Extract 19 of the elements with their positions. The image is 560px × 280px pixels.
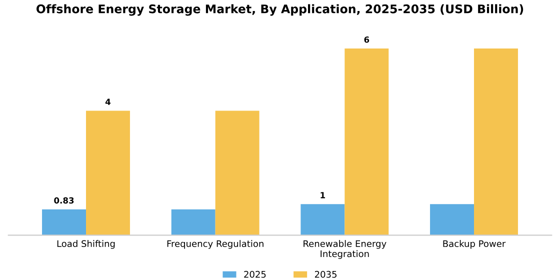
legend-label: 2025: [244, 270, 266, 278]
chart-title: Offshore Energy Storage Market, By Application, 2025-2035 (USD Billion): [36, 4, 524, 16]
bar: [215, 110, 260, 236]
bar: [42, 209, 86, 236]
x-tick-label: Frequency Regulation: [167, 240, 264, 249]
data-label: 6: [364, 36, 370, 43]
x-tick-label: Backup Power: [443, 240, 506, 249]
bar: [430, 204, 474, 236]
x-tick-label: Load Shifting: [57, 240, 115, 249]
bar: [171, 209, 216, 236]
data-label: 0.83: [54, 197, 74, 204]
data-label: 1: [320, 192, 326, 198]
x-tick-label: Renewable Energy Integration: [304, 240, 386, 259]
bar: [300, 204, 345, 236]
bar: [474, 48, 518, 236]
bar: [86, 110, 130, 236]
legend-label: 2035: [314, 270, 336, 278]
data-label: 4: [105, 98, 111, 105]
bar: [344, 48, 389, 236]
